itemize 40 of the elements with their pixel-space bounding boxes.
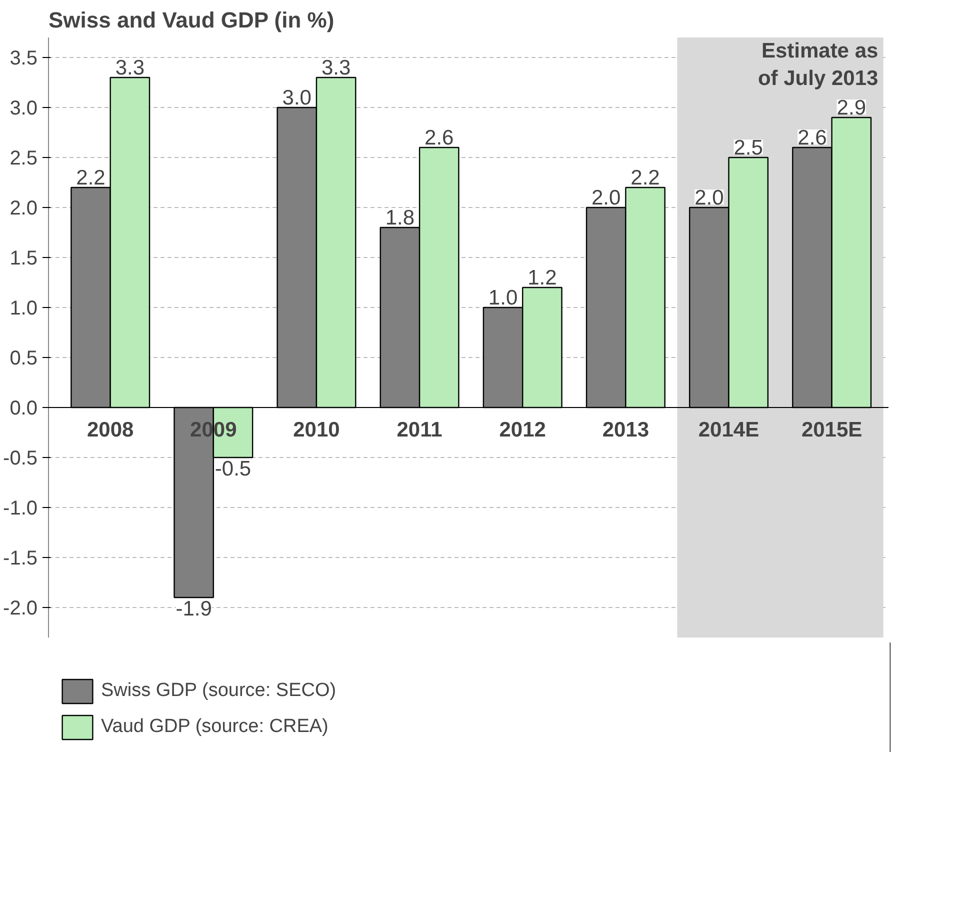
- chart-title: Swiss and Vaud GDP (in %): [48, 8, 334, 32]
- x-tick-label: 2015E: [801, 418, 862, 442]
- data-label: 2.5: [734, 136, 763, 160]
- legend-label: Swiss GDP (source: SECO): [101, 680, 336, 702]
- y-tick-label: 2.0: [10, 198, 38, 220]
- y-tick-label: 0.0: [10, 398, 38, 420]
- data-label: 3.3: [115, 56, 145, 80]
- data-label: 3.3: [321, 56, 351, 80]
- data-label: 2.6: [424, 126, 454, 150]
- legend-label: Vaud GDP (source: CREA): [101, 716, 328, 738]
- data-label: 2.9: [836, 96, 866, 120]
- x-tick-label: 2011: [396, 418, 443, 442]
- data-label: -1.9: [176, 598, 212, 620]
- data-label: 1.8: [385, 206, 415, 230]
- x-tick-label: 2012: [499, 418, 546, 442]
- y-tick-label: 0.5: [10, 348, 38, 370]
- x-tick-label: 2009: [190, 418, 237, 442]
- y-tick-label: -1.0: [3, 498, 38, 520]
- y-tick-label: 2.5: [10, 148, 38, 170]
- y-tick-label: 1.5: [10, 248, 38, 270]
- y-tick-label: 1.0: [10, 298, 38, 320]
- y-tick-label: -0.5: [3, 448, 38, 470]
- data-label: -0.5: [214, 458, 252, 480]
- data-label: 2.0: [592, 186, 621, 210]
- y-tick-label: 3.5: [10, 48, 38, 70]
- data-label: 1.0: [488, 286, 518, 310]
- x-tick-label: 2008: [86, 418, 134, 442]
- data-label: 2.6: [798, 126, 827, 150]
- x-tick-label: 2014E: [698, 418, 760, 442]
- data-label: 2.2: [76, 166, 106, 190]
- data-label: 3.0: [282, 86, 312, 110]
- band-label: Estimate as of July 2013: [758, 40, 878, 90]
- data-label: 2.2: [630, 166, 660, 190]
- x-tick-label: 2010: [293, 418, 340, 442]
- y-tick-label: -1.5: [3, 548, 38, 570]
- data-label: 1.2: [528, 266, 557, 290]
- data-label: 2.0: [694, 186, 724, 210]
- y-tick-label: -2.0: [3, 598, 38, 620]
- x-tick-label: 2013: [602, 418, 650, 442]
- y-tick-label: 3.0: [10, 98, 38, 120]
